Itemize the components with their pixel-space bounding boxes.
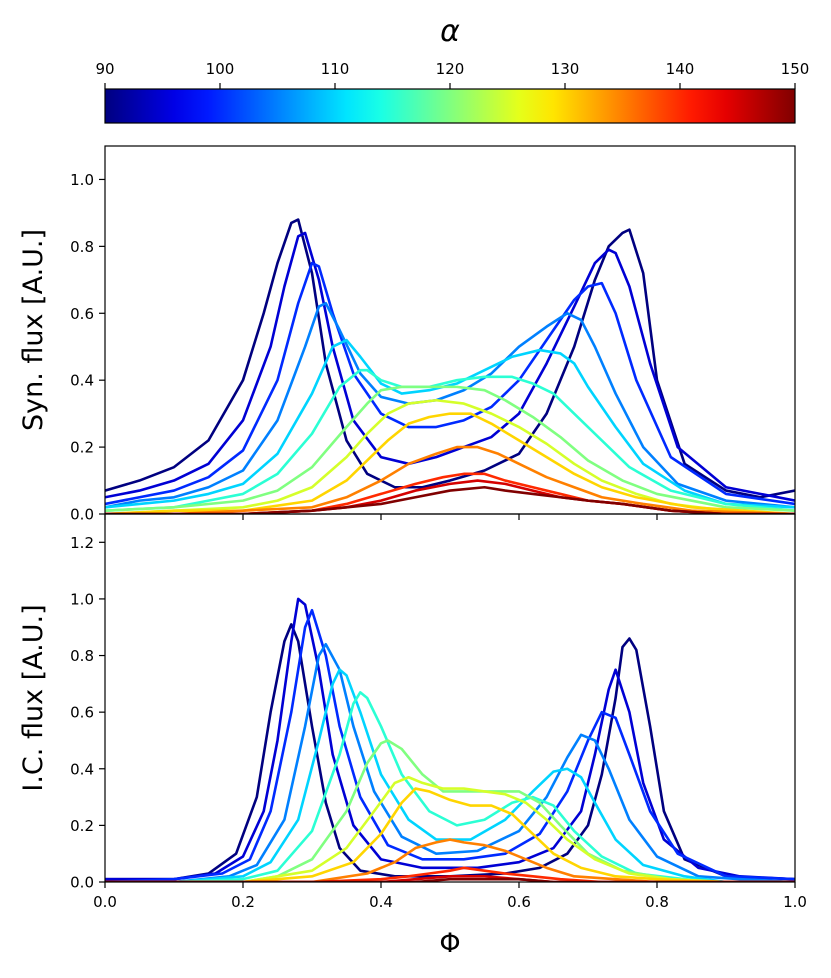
ic-series-line — [105, 608, 795, 882]
ic-frame — [104, 513, 796, 883]
xtick-label: 1.0 — [783, 893, 807, 911]
syn-ylabel: Syn. flux [A.U.] — [18, 229, 49, 431]
ic-ytick-label: 0.4 — [70, 760, 94, 778]
colorbar-tick-label: 120 — [436, 60, 465, 78]
syn-series-group — [105, 218, 795, 514]
colorbar-tick-label: 110 — [321, 60, 350, 78]
ic-ytick-label: 1.2 — [70, 534, 94, 552]
colorbar-tick-label: 130 — [551, 60, 580, 78]
syn-ytick-label: 0.2 — [70, 439, 94, 457]
colorbar: α 90 100 110 120 130 140 150 — [95, 14, 809, 124]
syn-ytick-label: 0.6 — [70, 305, 94, 323]
ic-ytick-label: 0.8 — [70, 647, 94, 665]
syn-ytick-label: 0.0 — [70, 506, 94, 524]
ic-series-line — [105, 838, 795, 882]
syn-series-line — [105, 385, 795, 512]
ic-series-line — [105, 866, 795, 882]
syn-series-line — [105, 261, 795, 506]
syn-series-line — [105, 445, 795, 514]
ic-series-line — [105, 875, 795, 882]
ic-series-line — [105, 877, 795, 882]
syn-series-line — [105, 485, 795, 514]
syn-yticks: 0.0 0.2 0.4 0.6 0.8 1.0 — [70, 171, 105, 524]
syn-ytick-label: 0.4 — [70, 372, 94, 390]
syn-series-line — [105, 412, 795, 514]
colorbar-tick-label: 140 — [666, 60, 695, 78]
x-axis-label: Φ — [439, 928, 460, 959]
syn-xticks — [104, 514, 796, 520]
ic-series-line — [105, 668, 795, 882]
xtick-label: 0.6 — [507, 893, 531, 911]
xtick-label: 0.2 — [231, 893, 255, 911]
colorbar-label: α — [440, 14, 460, 49]
ic-series-line — [105, 691, 795, 882]
colorbar-tick-label: 90 — [95, 60, 114, 78]
syn-ytick-label: 1.0 — [70, 171, 94, 189]
colorbar-tick-label: 150 — [781, 60, 810, 78]
ic-yticks: 0.0 0.2 0.4 0.6 0.8 1.0 1.2 — [70, 534, 105, 892]
ic-series-line — [105, 775, 795, 882]
ic-ytick-label: 0.2 — [70, 817, 94, 835]
syn-ytick-label: 0.8 — [70, 238, 94, 256]
ic-series-line — [105, 623, 795, 881]
xtick-label: 0.8 — [645, 893, 669, 911]
ic-series-line — [105, 642, 795, 882]
syn-series-line — [105, 398, 795, 514]
colorbar-bar — [104, 88, 796, 124]
colorbar-tick-label: 100 — [206, 60, 235, 78]
ic-xticks: 0.0 0.2 0.4 0.6 0.8 1.0 — [93, 882, 807, 911]
ic-panel: 0.0 0.2 0.4 0.6 0.8 1.0 1.2 0.0 0.2 0.4 0.6 0.8 1.0… — [18, 513, 807, 911]
ic-ytick-label: 0.0 — [70, 874, 94, 892]
syn-panel: 0.0 0.2 0.4 0.6 0.8 1.0 Syn. flux [A.U.] — [18, 145, 796, 524]
xtick-label: 0.0 — [93, 893, 117, 911]
colorbar-ticks: 90 100 110 120 130 140 150 — [95, 60, 809, 89]
xtick-label: 0.4 — [369, 893, 393, 911]
syn-series-line — [105, 338, 795, 509]
ic-ytick-label: 0.6 — [70, 704, 94, 722]
ic-ytick-label: 1.0 — [70, 590, 94, 608]
syn-series-line — [105, 218, 795, 499]
ic-series-line — [105, 597, 795, 881]
ic-series-line — [105, 739, 795, 882]
syn-series-line — [105, 231, 795, 502]
ic-series-line — [105, 787, 795, 882]
ic-series-group — [105, 597, 795, 882]
ic-ylabel: I.C. flux [A.U.] — [18, 604, 49, 791]
